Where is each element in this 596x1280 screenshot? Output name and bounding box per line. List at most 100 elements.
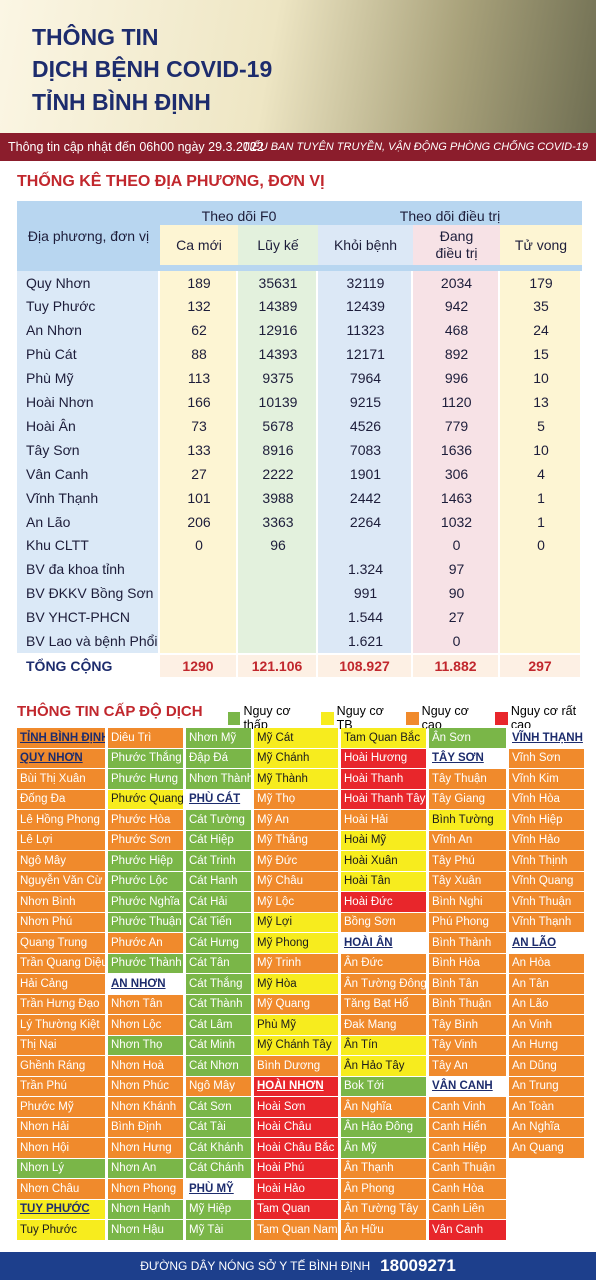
title-line: DỊCH BỆNH COVID-19 — [32, 56, 273, 82]
area-cell: Phước Hiệp — [108, 851, 183, 872]
area-cell: Nguyễn Văn Cừ — [17, 871, 105, 892]
area-cell: Hoài Phú — [254, 1158, 338, 1179]
area-cell: Phú Phong — [429, 912, 506, 933]
area-cell: Canh Thuận — [429, 1158, 506, 1179]
area-cell: Lý Thường Kiệt — [17, 1015, 105, 1036]
area-cell: Vĩnh An — [429, 830, 506, 851]
row-name: Hoài Ân — [26, 417, 76, 434]
column-bg — [413, 271, 498, 654]
area-cell: Cát Lâm — [186, 1015, 251, 1036]
area-cell: Nhơn Phúc — [108, 1076, 183, 1097]
area-cell: Nhơn Bình — [17, 892, 105, 913]
cell-value: 779 — [444, 417, 469, 434]
area-cell: Nhơn Hưng — [108, 1138, 183, 1159]
area-cell: Hoài Mỹ — [341, 830, 426, 851]
area-header: TỈNH BÌNH ĐỊNH — [17, 728, 105, 749]
row-name: An Nhơn — [26, 322, 82, 339]
total-cell: 297 — [500, 655, 580, 678]
area-cell: Hoài Hải — [341, 810, 426, 831]
total-cell: 1290 — [160, 655, 236, 678]
area-cell: Vĩnh Kim — [509, 769, 584, 790]
row-name: Hoài Nhơn — [26, 394, 94, 411]
area-cell: An Tân — [509, 974, 584, 995]
area-cell: An Trung — [509, 1076, 584, 1097]
area-cell: Bồng Sơn — [341, 912, 426, 933]
area-cell: Cát Trinh — [186, 851, 251, 872]
area-cell: Cát Hưng — [186, 933, 251, 954]
area-cell: Ân Mỹ — [341, 1138, 426, 1159]
area-cell: Phước Lộc — [108, 871, 183, 892]
cell-value: 2264 — [349, 513, 382, 530]
cell-value: 892 — [444, 346, 469, 363]
area-cell: Lê Hồng Phong — [17, 810, 105, 831]
area-cell: Ngô Mây — [186, 1076, 251, 1097]
area-cell: Trần Quang Diệu — [17, 953, 105, 974]
row-name: Tuy Phước — [26, 298, 96, 315]
area-cell: Ân Đức — [341, 953, 426, 974]
cell-value: 35631 — [258, 274, 298, 291]
cell-value: 0 — [195, 537, 203, 554]
area-cell: Trần Hưng Đạo — [17, 994, 105, 1015]
area-cell: Ân Hữu — [341, 1220, 426, 1241]
cell-value: 1.324 — [347, 561, 384, 578]
area-cell: Lê Lợi — [17, 830, 105, 851]
cell-value: 113 — [187, 370, 211, 387]
area-cell: An Dũng — [509, 1056, 584, 1077]
cell-value: 15 — [533, 346, 549, 363]
cell-value: 2034 — [440, 274, 473, 291]
area-cell: Tuy Phước — [17, 1220, 105, 1241]
area-cell: Vĩnh Thạnh — [509, 912, 584, 933]
area-cell: Mỹ Thắng — [254, 830, 338, 851]
cell-value: 206 — [187, 513, 211, 530]
title-line: THÔNG TIN — [32, 24, 159, 50]
area-cell: Ân Phong — [341, 1179, 426, 1200]
cell-value: 996 — [444, 370, 469, 387]
cell-value: 97 — [448, 561, 465, 578]
area-cell: Ân Tường Tây — [341, 1199, 426, 1220]
area-cell: Ân Hảo Đông — [341, 1117, 426, 1138]
area-cell: Vĩnh Hòa — [509, 789, 584, 810]
area-cell: Thị Nại — [17, 1035, 105, 1056]
area-cell: Tây Bình — [429, 1015, 506, 1036]
area-cell: Mỹ Đức — [254, 851, 338, 872]
legend-item: Nguy cơ TB — [321, 704, 400, 732]
area-cell: Mỹ Quang — [254, 994, 338, 1015]
area-cell: Canh Hiển — [429, 1117, 506, 1138]
cell-value: 10 — [533, 370, 549, 387]
cell-value: 90 — [448, 585, 465, 602]
cell-value: 9215 — [349, 394, 382, 411]
row-name: Phù Cát — [26, 346, 77, 363]
cell-value: 1463 — [440, 489, 473, 506]
cell-value: 27 — [448, 609, 465, 626]
cell-value: 35 — [533, 298, 549, 315]
area-cell: Phước Quang — [108, 789, 183, 810]
area-cell: Cát Tiến — [186, 912, 251, 933]
area-cell: Vĩnh Quang — [509, 871, 584, 892]
cell-value: 14393 — [258, 346, 298, 363]
area-cell: Canh Vinh — [429, 1097, 506, 1118]
area-header: QUY NHƠN — [17, 748, 105, 769]
area-cell: Cát Hải — [186, 892, 251, 913]
area-cell: Hoài Xuân — [341, 851, 426, 872]
cell-value: 1 — [537, 513, 545, 530]
column-header: Ca mới — [160, 225, 238, 265]
area-cell: Vĩnh Hiệp — [509, 810, 584, 831]
area-cell: Đống Đa — [17, 789, 105, 810]
cell-value: 3363 — [262, 513, 294, 530]
area-cell: Phước Thắng — [108, 748, 183, 769]
cell-value: 12916 — [258, 322, 298, 339]
area-header: HOÀI ÂN — [341, 933, 426, 954]
row-name: Tây Sơn — [26, 441, 80, 458]
area-header: VÂN CANH — [429, 1076, 506, 1097]
cell-value: 2442 — [349, 489, 382, 506]
area-cell: Ân Tường Đông — [341, 974, 426, 995]
area-cell: Cát Hiệp — [186, 830, 251, 851]
area-cell: Tây Giang — [429, 789, 506, 810]
cell-value: 179 — [529, 274, 553, 291]
area-cell: Bình Thành — [429, 933, 506, 954]
area-header: TÂY SƠN — [429, 748, 506, 769]
cell-value: 1.544 — [347, 609, 384, 626]
area-cell: An Nghĩa — [509, 1117, 584, 1138]
area-cell: Phù Mỹ — [254, 1015, 338, 1036]
area-cell: Mỹ Châu — [254, 871, 338, 892]
